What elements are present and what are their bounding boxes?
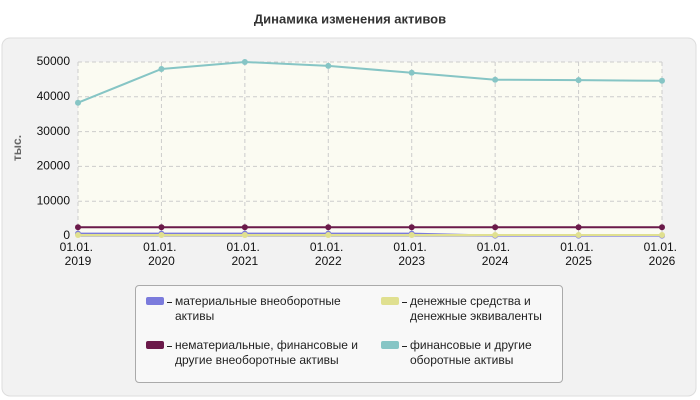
x-tick-line: 2022 — [315, 254, 342, 268]
data-point — [325, 224, 332, 231]
data-point — [241, 231, 248, 238]
data-point — [408, 224, 415, 231]
x-tick-line: 2021 — [232, 254, 259, 268]
legend-dash — [402, 302, 407, 303]
data-point — [492, 224, 499, 231]
data-point — [241, 224, 248, 231]
data-point — [241, 59, 248, 65]
legend-dash — [167, 346, 172, 347]
x-tick-label: 01.01. 2025 — [560, 240, 597, 268]
legend-item: финансовые и другие оборотные активы — [381, 338, 571, 378]
legend-label: денежные средства и денежные эквиваленты — [410, 294, 542, 323]
data-point — [575, 77, 582, 84]
series-line — [77, 60, 663, 104]
x-tick-label: 01.01. 2020 — [143, 240, 180, 268]
x-tick-line: 2023 — [398, 254, 425, 268]
data-point — [158, 65, 165, 72]
plot-area — [78, 62, 662, 236]
legend: материальные внеоборотные активы нематери… — [135, 285, 563, 383]
x-tick-line: 01.01. — [227, 240, 264, 254]
data-point — [575, 231, 582, 238]
y-tick-label: 40000 — [37, 89, 71, 103]
data-point — [408, 231, 415, 238]
legend-dash — [167, 302, 172, 303]
legend-label: нематериальные, финансовые и другие внео… — [175, 338, 358, 367]
x-tick-line: 01.01. — [310, 240, 347, 254]
x-tick-label: 01.01. 2021 — [227, 240, 264, 268]
data-point — [158, 224, 165, 231]
data-point — [158, 231, 165, 238]
chart-title: Динамика изменения активов — [254, 11, 446, 26]
legend-swatch — [381, 297, 399, 305]
x-tick-line: 2025 — [565, 254, 592, 268]
data-point — [325, 62, 332, 69]
data-point — [408, 69, 415, 76]
data-point — [492, 231, 499, 238]
data-point — [75, 231, 81, 238]
y-tick-label: 50000 — [37, 54, 71, 68]
data-point — [659, 77, 665, 84]
legend-item: денежные средства и денежные эквиваленты — [381, 294, 571, 334]
legend-label: финансовые и другие оборотные активы — [410, 338, 532, 367]
y-tick-label: 20000 — [37, 159, 71, 173]
data-point — [325, 231, 332, 238]
data-point — [492, 76, 499, 83]
legend-dash — [402, 346, 407, 347]
x-tick-line: 01.01. — [393, 240, 430, 254]
x-tick-line: 2026 — [649, 254, 676, 268]
x-tick-line: 01.01. — [560, 240, 597, 254]
x-tick-label: 01.01. 2023 — [393, 240, 430, 268]
data-point — [659, 224, 665, 231]
x-tick-label: 01.01. 2026 — [644, 240, 681, 268]
data-point — [659, 231, 665, 238]
x-tick-line: 01.01. — [60, 240, 97, 254]
y-tick-label: 10000 — [37, 193, 71, 207]
legend-item: нематериальные, финансовые и другие внео… — [146, 338, 381, 378]
x-tick-line: 2019 — [65, 254, 92, 268]
legend-swatch — [146, 341, 164, 349]
x-tick-line: 01.01. — [143, 240, 180, 254]
legend-swatch — [146, 297, 164, 305]
y-axis-label: тыс. — [10, 135, 24, 161]
data-point — [575, 224, 582, 231]
legend-label: материальные внеоборотные активы — [175, 294, 341, 323]
legend-swatch — [381, 341, 399, 349]
data-point — [75, 224, 81, 231]
x-tick-label: 01.01. 2024 — [477, 240, 514, 268]
x-tick-line: 01.01. — [644, 240, 681, 254]
legend-item: материальные внеоборотные активы — [146, 294, 381, 334]
x-tick-line: 2024 — [482, 254, 509, 268]
x-tick-line: 01.01. — [477, 240, 514, 254]
y-tick-label: 30000 — [37, 124, 71, 138]
x-tick-line: 2020 — [148, 254, 175, 268]
y-tick-label: 0 — [63, 228, 70, 242]
x-tick-label: 01.01. 2022 — [310, 240, 347, 268]
data-point — [75, 99, 81, 106]
x-tick-label: 01.01. 2019 — [60, 240, 97, 268]
